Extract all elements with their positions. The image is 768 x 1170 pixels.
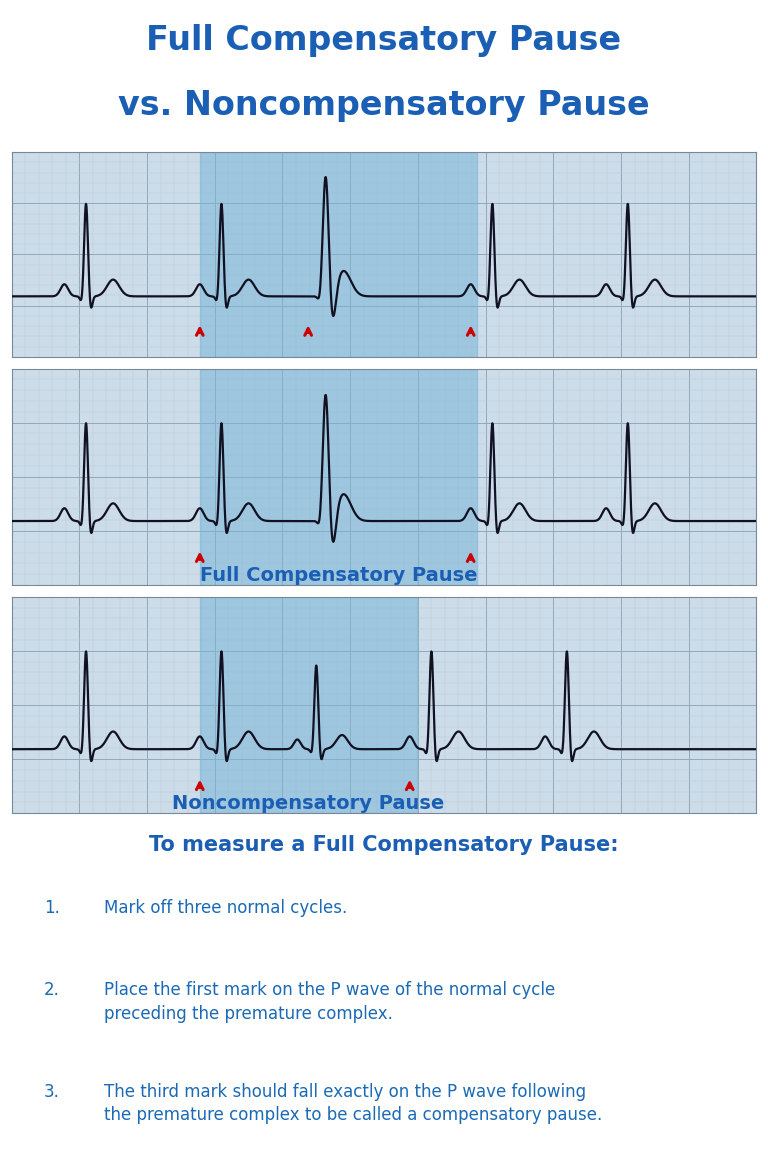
- Bar: [200, 369, 478, 585]
- Text: The third mark should fall exactly on the P wave following
the premature complex: The third mark should fall exactly on th…: [104, 1082, 602, 1124]
- Text: Place the first mark on the P wave of the normal cycle
preceding the premature c: Place the first mark on the P wave of th…: [104, 980, 555, 1023]
- Text: Noncompensatory Pause: Noncompensatory Pause: [172, 793, 444, 813]
- Text: Mark off three normal cycles.: Mark off three normal cycles.: [104, 900, 347, 917]
- Bar: [200, 597, 416, 813]
- Text: To measure a Full Compensatory Pause:: To measure a Full Compensatory Pause:: [149, 835, 619, 855]
- Text: 1.: 1.: [44, 900, 60, 917]
- Text: Full Compensatory Pause: Full Compensatory Pause: [200, 565, 478, 585]
- Bar: [200, 152, 478, 357]
- Text: Full Compensatory Pause: Full Compensatory Pause: [147, 25, 621, 57]
- Text: 3.: 3.: [44, 1082, 60, 1101]
- Text: 2.: 2.: [44, 980, 60, 999]
- Text: vs. Noncompensatory Pause: vs. Noncompensatory Pause: [118, 89, 650, 122]
